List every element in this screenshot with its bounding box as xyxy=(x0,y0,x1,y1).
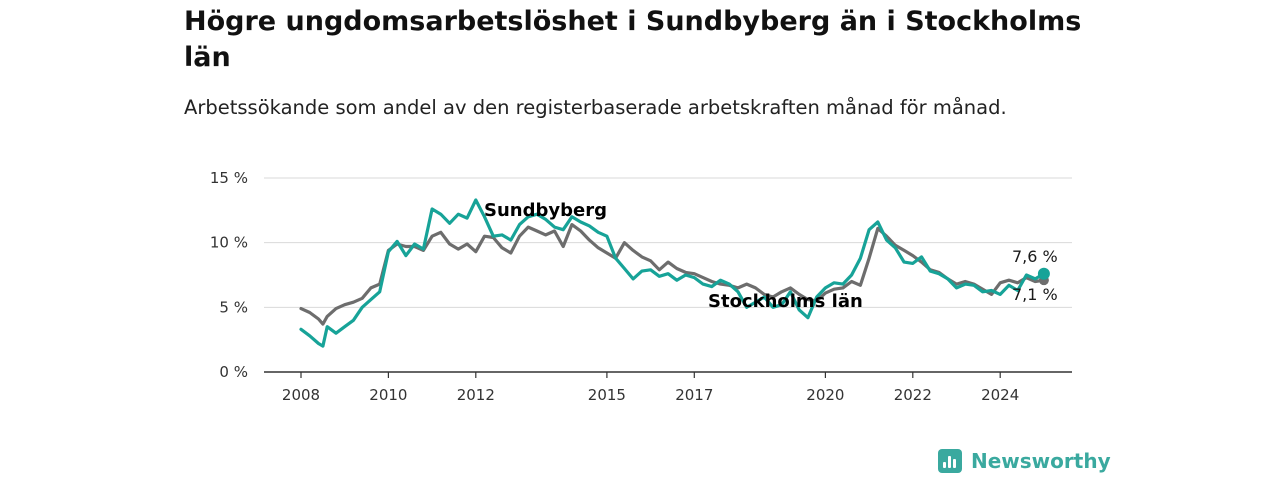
brand-name: Newsworthy xyxy=(971,449,1111,473)
series-line-stockholms-l-n xyxy=(299,223,1046,326)
series-label-sundbyberg: Sundbyberg xyxy=(484,200,607,221)
x-tick-label: 2010 xyxy=(369,386,407,404)
y-tick-label: 10 % xyxy=(210,234,248,252)
x-tick-label: 2020 xyxy=(806,386,844,404)
x-tick-label: 2012 xyxy=(457,386,495,404)
y-tick-label: 15 % xyxy=(210,169,248,187)
x-axis-ticks: 2008 2010 2012 2015 2017 2020 2022 2024 xyxy=(282,372,1019,404)
x-tick-label: 2017 xyxy=(675,386,713,404)
x-tick-label: 2015 xyxy=(588,386,626,404)
end-label-stockholm: 7,1 % xyxy=(1012,285,1058,304)
chart-subtitle: Arbetssökande som andel av den registerb… xyxy=(184,96,1007,119)
end-label-sundbyberg: 7,6 % xyxy=(1012,247,1058,266)
y-tick-label: 0 % xyxy=(219,363,248,381)
brand-logo: Newsworthy xyxy=(938,449,1111,473)
end-point-sundbyberg xyxy=(1037,267,1050,280)
chart-title: Högre ungdomsarbetslöshet i Sundbyberg ä… xyxy=(184,6,1082,73)
x-tick-label: 2024 xyxy=(981,386,1019,404)
series-label-stockholm: Stockholms län xyxy=(708,291,863,312)
series-lines xyxy=(299,198,1050,348)
x-tick-label: 2022 xyxy=(894,386,932,404)
series-line-sundbyberg xyxy=(299,198,1046,348)
y-axis-ticks: 0 % 5 % 10 % 15 % xyxy=(210,169,248,381)
x-tick-label: 2008 xyxy=(282,386,320,404)
y-tick-label: 5 % xyxy=(219,298,248,316)
bar-chart-icon xyxy=(938,449,962,473)
